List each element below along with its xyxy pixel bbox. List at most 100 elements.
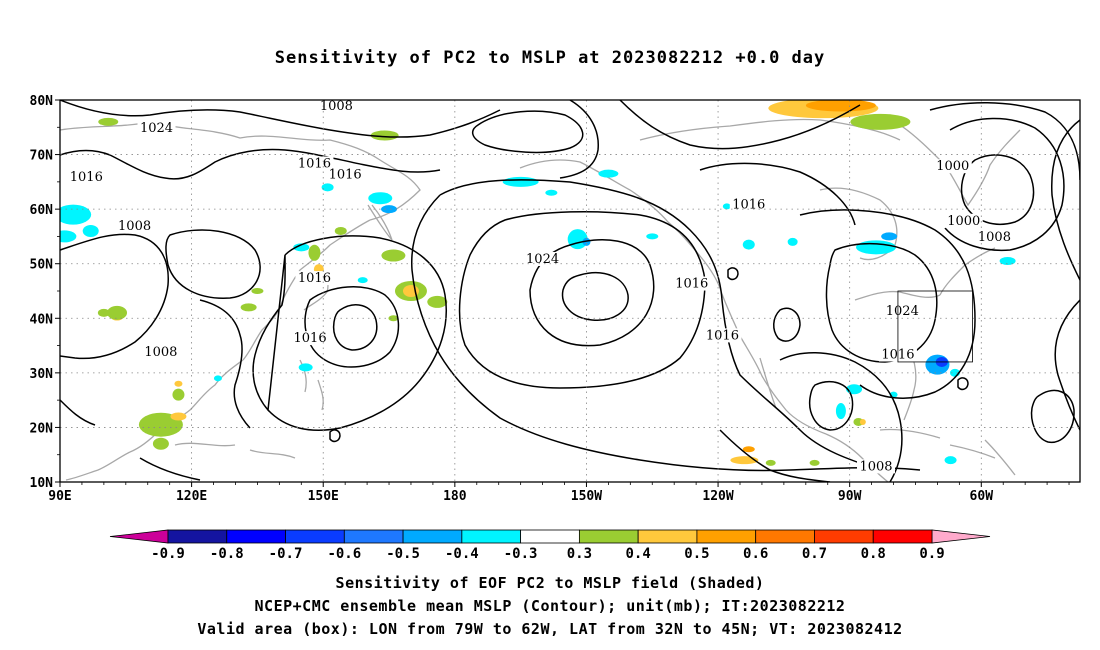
contour-label: 1024 (140, 121, 173, 136)
colorbar-swatch (285, 529, 345, 544)
shade-patch (308, 244, 321, 261)
shade-patch (742, 239, 755, 250)
shade-patch (427, 295, 448, 308)
colorbar-swatch (226, 529, 286, 544)
colorbar-label: -0.8 (210, 546, 244, 562)
shade-patch (381, 249, 406, 262)
lon-tick-label: 120W (702, 489, 733, 504)
lat-tick-label: 70N (30, 149, 54, 164)
lon-tick-label: 90E (48, 489, 71, 504)
contour-label: 1000 (947, 214, 980, 229)
shade-patch (765, 459, 776, 466)
lat-tick-label: 30N (30, 367, 54, 382)
lon-tick-label: 120E (176, 489, 207, 504)
shade-patch (293, 243, 310, 252)
colorbar-label: -0.6 (327, 546, 361, 562)
lat-tick-label: 80N (30, 94, 54, 109)
colorbar-swatch (461, 529, 522, 544)
contour-label-bg (295, 271, 334, 286)
colorbar-label: 0.3 (567, 546, 592, 562)
shade-patch (60, 204, 92, 225)
map-axes: 90E 120E 150E 180 150W 120W 90W 60W 80N 70N 60N 50N… (30, 94, 1070, 504)
colorbar-label: -0.4 (445, 546, 479, 562)
contour-label-bg (729, 197, 768, 212)
shade-patch (174, 380, 183, 387)
shade-patch (809, 459, 820, 466)
lon-tick-label: 60W (970, 489, 994, 504)
shade-patch (742, 446, 755, 453)
shade-patch (502, 176, 539, 187)
contour-label-bg (291, 331, 330, 346)
contour-label: 1016 (70, 170, 103, 185)
colorbar-label: 0.5 (684, 546, 709, 562)
shade-patch (850, 113, 911, 130)
colorbar-label: -0.3 (504, 546, 538, 562)
contour-label-bg (975, 230, 1014, 245)
colorbar-label: -0.7 (269, 546, 303, 562)
shade-patch (298, 363, 313, 372)
lon-tick-label: 90W (838, 489, 862, 504)
lon-tick-label: 150E (308, 489, 339, 504)
shade-patch (722, 203, 731, 210)
shade-patch (370, 130, 399, 141)
shade-patch (240, 303, 257, 312)
shade-patch (368, 192, 393, 205)
shade-patch (381, 205, 398, 214)
shade-patch (881, 232, 898, 241)
contour-label: 1008 (859, 459, 892, 474)
shade-patch (835, 403, 846, 420)
contour-label-bg (933, 159, 972, 174)
valid-area-box (897, 290, 973, 363)
colorbar-swatch (578, 529, 639, 544)
shade-patch (82, 224, 99, 237)
sensitivity-shading (60, 100, 1016, 466)
colorbar-swatch (520, 529, 580, 544)
shade-patch (357, 277, 368, 284)
contour-label-bg (883, 303, 922, 318)
shade-patch (213, 375, 222, 382)
shade-patch (388, 315, 399, 322)
colorbar-label: 0.4 (626, 546, 651, 562)
contour-label: 1016 (294, 331, 327, 346)
contour-label-bg (703, 328, 742, 343)
colorbar: -0.9 -0.8 -0.7 -0.6 -0.5 -0.4 -0.3 0.3 0.4 0.5 0.6… (109, 529, 991, 562)
shade-patch (999, 256, 1016, 265)
contour-label: 1016 (329, 167, 362, 182)
colorbar-label: -0.5 (386, 546, 420, 562)
colorbar-label: 0.6 (743, 546, 768, 562)
shade-patch (107, 305, 128, 320)
contour-label-bg (141, 344, 180, 359)
contour-label: 1024 (526, 252, 559, 267)
footer-line-2: NCEP+CMC ensemble mean MSLP (Contour); u… (254, 597, 846, 615)
contour-label: 1008 (118, 219, 151, 234)
contour-label-bg (115, 219, 154, 234)
shade-patch (787, 237, 798, 246)
contour-label: 1016 (298, 156, 331, 171)
contour-label-bg (295, 156, 334, 171)
contour-label-bg (326, 167, 365, 182)
shade-patch (170, 412, 187, 421)
mslp-contours (60, 100, 1080, 482)
colorbar-swatch (343, 529, 404, 544)
contour-label: 1016 (732, 197, 765, 212)
shade-patch (172, 388, 185, 401)
contour-label: 1000 (936, 159, 969, 174)
colorbar-swatch (755, 529, 815, 544)
contour-label-bg (672, 276, 711, 291)
shade-patch (251, 288, 264, 294)
colorbar-swatch (637, 529, 698, 544)
contour-label-bg (944, 213, 983, 228)
lon-tick-label: 150W (571, 489, 602, 504)
contour-label-bg (317, 99, 356, 114)
lat-tick-label: 50N (30, 258, 54, 273)
colorbar-label: 0.9 (919, 546, 944, 562)
lat-tick-label: 60N (30, 203, 54, 218)
shade-patch (856, 240, 896, 255)
colorbar-swatch (696, 529, 757, 544)
contour-label: 1016 (298, 271, 331, 286)
shade-patch (598, 169, 619, 178)
contour-label: 1008 (978, 230, 1011, 245)
shade-patch (321, 183, 334, 192)
colorbar-label: 0.7 (802, 546, 827, 562)
